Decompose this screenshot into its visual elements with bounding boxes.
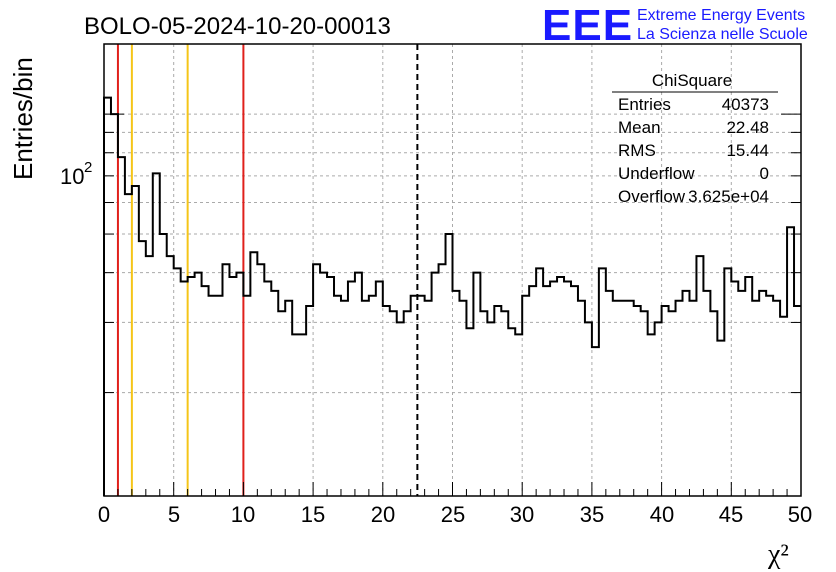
y-axis-label: Entries/bin: [8, 57, 38, 180]
x-tick-label: 30: [510, 502, 534, 527]
stats-value: 22.48: [726, 118, 769, 137]
stats-label: RMS: [618, 141, 656, 160]
reference-lines: [116, 44, 419, 496]
x-tick-label: 45: [719, 502, 743, 527]
x-tick-label: 40: [650, 502, 674, 527]
y-tick-label-base: 10: [60, 164, 84, 189]
y-tick-label-exponent: 2: [84, 159, 92, 176]
eee-logo: EEE: [542, 1, 633, 50]
stats-value: 3.625e+04: [688, 187, 769, 206]
x-tick-label: 15: [301, 502, 325, 527]
x-tick-label: 5: [168, 502, 180, 527]
histogram-line: [103, 96, 801, 496]
stats-value: 15.44: [726, 141, 769, 160]
x-tick-label: 25: [441, 502, 465, 527]
stats-label: Mean: [618, 118, 661, 137]
chart-title: BOLO-05-2024-10-20-00013: [84, 13, 391, 40]
stats-box: ChiSquare Entries 40373 Mean 22.48 RMS 1…: [612, 71, 778, 206]
stats-label: Underflow: [618, 164, 695, 183]
stats-label: Overflow: [618, 187, 686, 206]
x-tick-label: 10: [231, 502, 255, 527]
stats-title: ChiSquare: [652, 71, 732, 90]
axis-ticks: [103, 113, 802, 496]
x-tick-labels: 0 5 10 15 20 25 30 35 40 45 50: [98, 502, 812, 527]
stats-label: Entries: [618, 95, 671, 114]
stats-value: 40373: [722, 95, 769, 114]
x-axis-label: χ²: [767, 539, 789, 570]
logo-line2: La Scienza nelle Scuole: [637, 26, 808, 43]
x-tick-label: 0: [98, 502, 110, 527]
x-tick-label: 20: [371, 502, 395, 527]
stats-value: 0: [760, 164, 769, 183]
logo-line1: Extreme Energy Events: [637, 7, 805, 24]
x-tick-label: 35: [580, 502, 604, 527]
x-tick-label: 50: [788, 502, 812, 527]
